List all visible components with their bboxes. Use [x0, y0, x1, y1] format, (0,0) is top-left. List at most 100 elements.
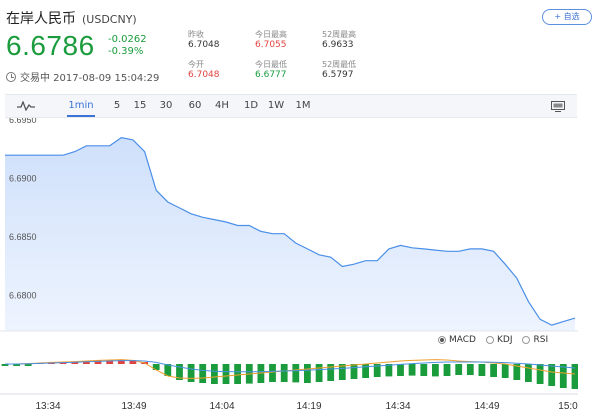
x-tick-label: 14:49 — [474, 401, 499, 412]
macd-bar — [315, 364, 323, 382]
indicator-toggles: MACD KDJ RSI — [438, 335, 548, 345]
macd-bar — [443, 364, 451, 376]
macd-bar — [571, 364, 579, 389]
radio-icon[interactable] — [438, 336, 446, 344]
stat-value: 6.9633 — [322, 40, 354, 50]
macd-bar — [234, 364, 241, 384]
stat-item: 52周最低 6.5797 — [322, 60, 392, 80]
stat-label: 52周最低 — [322, 60, 357, 69]
macd-bar — [385, 364, 393, 377]
macd-bar — [187, 364, 195, 382]
add-watchlist-button[interactable]: + 自选 — [542, 9, 592, 25]
indicator-label: RSI — [533, 335, 549, 345]
macd-bar — [536, 364, 544, 384]
macd-bar — [1, 364, 9, 366]
macd-bar — [129, 360, 137, 364]
indicator-macd[interactable]: MACD — [438, 335, 476, 345]
price-line — [5, 136, 576, 326]
indicator-rsi[interactable]: RSI — [522, 335, 548, 345]
macd-bar — [501, 364, 509, 378]
tab-30[interactable]: 30 — [159, 100, 173, 111]
tab-60[interactable]: 60 — [188, 100, 202, 111]
macd-bar — [176, 364, 183, 380]
stat-label: 52周最高 — [322, 30, 357, 39]
macd-bar — [455, 364, 463, 375]
stat-label: 今日最低 — [255, 60, 287, 69]
macd-bar — [83, 361, 90, 364]
macd-bar — [304, 364, 311, 383]
stat-item: 今日最低 6.6777 — [255, 60, 325, 80]
macd-bar — [292, 364, 300, 383]
stat-label: 昨收 — [188, 30, 204, 39]
y-tick-label: 6.6800 — [9, 291, 37, 301]
current-price: 6.6786 — [6, 30, 95, 61]
macd-bar — [559, 364, 567, 388]
stat-value: 6.7048 — [188, 40, 220, 50]
stat-value: 6.7055 — [255, 40, 287, 50]
macd-bar — [106, 360, 114, 364]
macd-bar — [269, 364, 276, 382]
tab-4h[interactable]: 4H — [215, 100, 229, 111]
tab-1d[interactable]: 1D — [243, 100, 259, 111]
macd-bar — [199, 364, 207, 383]
macd-bar — [432, 364, 439, 377]
tab-5[interactable]: 5 — [113, 100, 121, 111]
macd-bar — [280, 364, 288, 382]
stat-value: 6.6777 — [255, 70, 287, 80]
y-tick-label: 6.6900 — [9, 173, 37, 183]
macd-bar — [420, 364, 428, 376]
chart-type-icon[interactable] — [17, 101, 35, 111]
macd-bar — [211, 364, 218, 384]
x-tick-label: 14:19 — [296, 401, 321, 412]
indicator-kdj[interactable]: KDJ — [485, 335, 513, 345]
radio-icon[interactable] — [522, 336, 531, 344]
change-value: -0.0262 — [108, 34, 147, 45]
y-tick-label: 6.6850 — [9, 232, 37, 242]
macd-bar — [117, 359, 125, 364]
x-tick-label: 15:0 — [558, 401, 578, 412]
price-area — [5, 137, 575, 331]
tab-15[interactable]: 15 — [133, 100, 147, 111]
macd-bar — [13, 364, 20, 366]
macd-bar — [71, 361, 79, 364]
x-tick-label: 13:34 — [35, 401, 60, 412]
stat-item: 今开 6.7048 — [188, 60, 258, 80]
macd-bar — [24, 364, 32, 366]
macd-bar — [164, 364, 172, 376]
macd-bar — [338, 364, 346, 380]
change-percent: -0.39% — [108, 46, 144, 57]
macd-bar — [513, 364, 521, 380]
stat-value: 6.7048 — [188, 70, 220, 80]
macd-bar — [373, 364, 381, 377]
radio-icon[interactable] — [485, 336, 494, 344]
instrument-name: 在岸人民币 — [6, 11, 76, 27]
stat-item: 昨收 6.7048 — [188, 30, 258, 50]
x-tick-label: 14:34 — [385, 401, 410, 412]
macd-bar — [362, 364, 369, 378]
indicator-label: KDJ — [496, 335, 513, 345]
macd-bar — [222, 364, 230, 384]
quote-header: 在岸人民币 (USDCNY) 6.6786 -0.0262 -0.39% 交易中 … — [0, 0, 600, 92]
macd-bar — [466, 364, 474, 375]
status-text: 交易中 2017-08-09 15:04:29 — [20, 73, 160, 84]
chart-canvas[interactable]: 6.6950 6.6900 6.6850 6.6800 13:34 13:49 14:04… — [0, 115, 579, 418]
tab-1min[interactable]: 1min — [67, 95, 95, 117]
macd-bar — [327, 364, 335, 381]
stat-value: 6.5797 — [322, 70, 354, 80]
macd-bar — [350, 364, 358, 379]
macd-bar — [548, 364, 556, 386]
timeframe-tabs: 1min 5 15 30 60 4H 1D 1W 1M — [5, 94, 577, 118]
tab-1m[interactable]: 1M — [295, 100, 311, 111]
macd-bar — [525, 364, 532, 382]
instrument-code: (USDCNY) — [82, 13, 137, 26]
macd-bar — [408, 364, 416, 376]
fullscreen-icon[interactable] — [551, 101, 565, 112]
macd-bar — [490, 364, 497, 377]
x-tick-label: 14:04 — [209, 401, 234, 412]
price-chart[interactable]: 6.6950 6.6900 6.6850 6.6800 13:34 13:49 14:04… — [0, 115, 579, 418]
stat-item: 今日最高 6.7055 — [255, 30, 325, 50]
macd-bar — [94, 360, 102, 364]
stat-label: 今开 — [188, 60, 204, 69]
macd-bar — [152, 364, 160, 370]
tab-1w[interactable]: 1W — [267, 100, 285, 111]
